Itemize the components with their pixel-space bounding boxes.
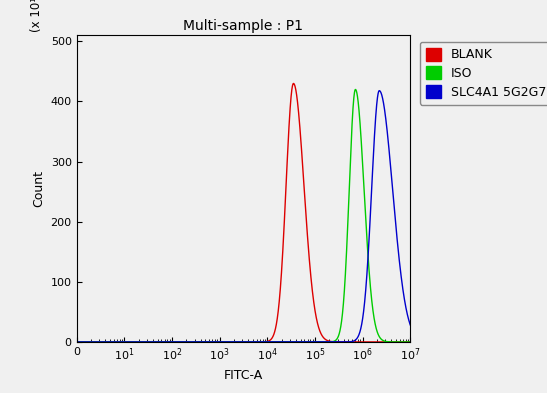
X-axis label: FITC-A: FITC-A: [224, 369, 263, 382]
ISO: [194, 340, 201, 344]
SLC4A1 5G2G7: [321, 340, 327, 344]
ISO: [90, 340, 97, 344]
SLC4A1 5G2G7: [90, 340, 97, 344]
Line: BLANK: BLANK: [77, 83, 410, 342]
Line: ISO: ISO: [77, 90, 410, 342]
BLANK: [290, 81, 296, 86]
BLANK: [339, 340, 345, 344]
SLC4A1 5G2G7: [194, 340, 201, 344]
SLC4A1 5G2G7: [271, 340, 277, 344]
SLC4A1 5G2G7: [407, 323, 414, 327]
Line: SLC4A1 5G2G7: SLC4A1 5G2G7: [77, 91, 410, 342]
Y-axis label: Count: Count: [32, 170, 45, 207]
ISO: [321, 340, 327, 344]
ISO: [339, 318, 345, 322]
BLANK: [194, 340, 201, 344]
BLANK: [90, 340, 97, 344]
Text: (x 10¹): (x 10¹): [30, 0, 43, 32]
BLANK: [286, 132, 292, 137]
BLANK: [321, 336, 327, 340]
Title: Multi-sample : P1: Multi-sample : P1: [183, 19, 304, 33]
SLC4A1 5G2G7: [339, 340, 345, 344]
ISO: [407, 340, 414, 344]
ISO: [286, 340, 292, 344]
SLC4A1 5G2G7: [73, 340, 80, 344]
Legend: BLANK, ISO, SLC4A1 5G2G7: BLANK, ISO, SLC4A1 5G2G7: [420, 42, 547, 105]
ISO: [73, 340, 80, 344]
ISO: [271, 340, 277, 344]
SLC4A1 5G2G7: [286, 340, 292, 344]
SLC4A1 5G2G7: [376, 88, 382, 93]
BLANK: [407, 340, 414, 344]
BLANK: [73, 340, 80, 344]
ISO: [352, 87, 359, 92]
BLANK: [271, 331, 277, 336]
